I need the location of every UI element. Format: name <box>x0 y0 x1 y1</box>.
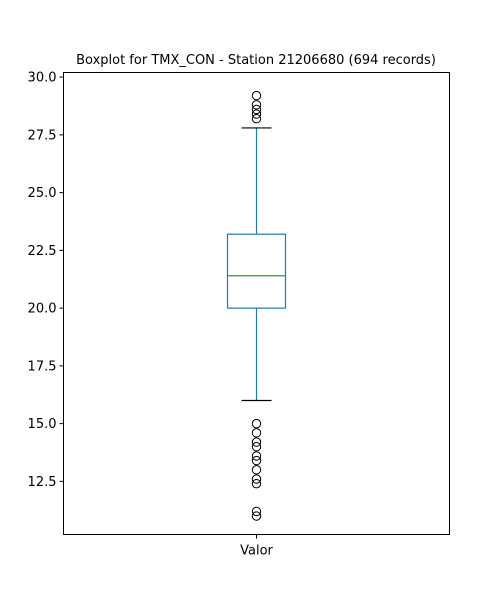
y-tick-label: 15.0 <box>28 417 57 432</box>
y-tick-label: 12.5 <box>28 475 57 490</box>
outlier-point <box>251 442 262 452</box>
iqr-box <box>226 233 287 309</box>
outlier-point <box>251 506 262 517</box>
outlier-point <box>251 511 262 521</box>
y-tick-label: 30.0 <box>28 71 57 86</box>
outlier-point <box>251 474 262 484</box>
y-tick-label: 22.5 <box>28 244 57 259</box>
outlier-point <box>251 104 262 115</box>
y-tick-label: 20.0 <box>28 302 57 317</box>
outlier-point <box>251 418 262 429</box>
outlier-point <box>251 114 262 124</box>
outlier-point <box>251 478 262 489</box>
y-tick-label: 17.5 <box>28 359 57 374</box>
outlier-point <box>251 100 262 110</box>
outlier-point <box>251 451 262 461</box>
outlier-point <box>251 455 262 466</box>
y-axis: 12.5 15.0 17.5 20.0 22.5 25.0 27.5 30.0 <box>28 71 64 490</box>
x-axis: Valor <box>240 534 274 559</box>
outlier-point <box>251 109 262 119</box>
y-tick-label: 27.5 <box>28 128 57 143</box>
box-series <box>226 90 287 521</box>
x-tick-label: Valor <box>240 544 273 559</box>
outlier-point <box>251 90 262 101</box>
outlier-point <box>251 428 262 438</box>
chart-title: Boxplot for TMX_CON - Station 21206680 (… <box>76 53 436 68</box>
outlier-point <box>251 465 262 475</box>
outlier-point <box>251 437 262 447</box>
y-tick-label: 25.0 <box>28 186 57 201</box>
